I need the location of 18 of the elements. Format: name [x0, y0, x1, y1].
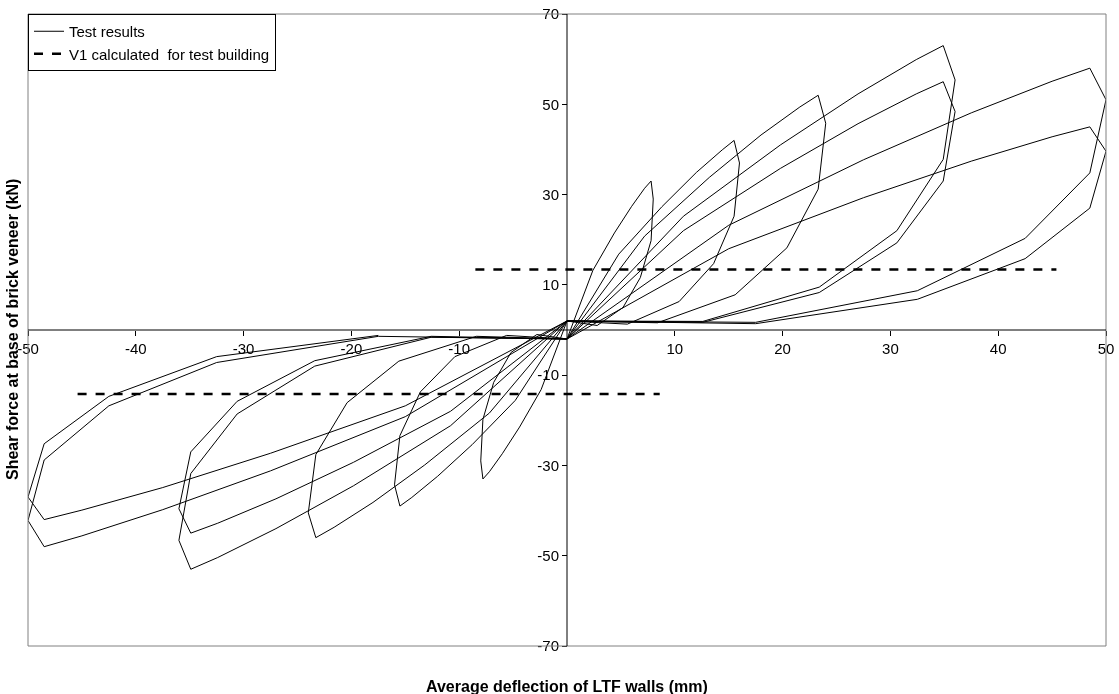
- y-tick-label: 30: [542, 185, 559, 203]
- legend-label: Test results: [69, 23, 145, 41]
- y-tick-label: -70: [537, 637, 559, 655]
- y-tick-label: 70: [542, 5, 559, 23]
- x-tick-label: 30: [882, 340, 899, 357]
- x-tick-label: 40: [989, 340, 1007, 357]
- legend-label: V1 calculated for test building: [69, 45, 270, 63]
- x-tick-label: 10: [666, 340, 684, 357]
- x-tick-label: -10: [448, 340, 471, 357]
- y-tick-label: 10: [542, 276, 559, 294]
- x-tick-label: 20: [774, 340, 791, 357]
- x-tick-label: -20: [340, 340, 363, 357]
- x-tick-label: 50: [1097, 340, 1115, 357]
- x-tick-label: -30: [232, 340, 255, 357]
- y-tick-label: -30: [537, 456, 559, 474]
- x-tick-label: -40: [124, 340, 147, 357]
- y-tick-label: 50: [542, 95, 559, 113]
- y-tick-label: -50: [537, 546, 559, 564]
